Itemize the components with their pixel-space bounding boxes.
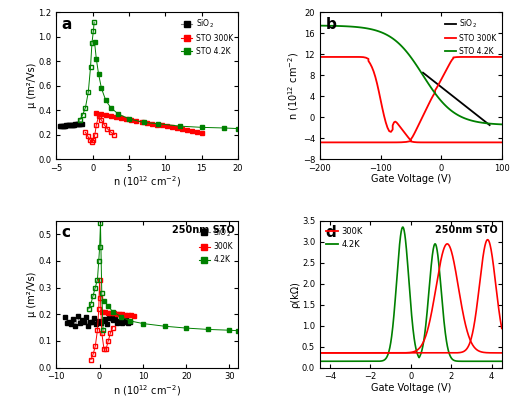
X-axis label: Gate Voltage (V): Gate Voltage (V) [371,174,451,185]
Legend: SiO$_2$, 300K, 4.2K: SiO$_2$, 300K, 4.2K [197,225,234,266]
Y-axis label: ρ(kΩ): ρ(kΩ) [290,281,301,308]
X-axis label: n (10$^{12}$ cm$^{-2}$): n (10$^{12}$ cm$^{-2}$) [113,383,181,398]
Legend: SiO$_2$, STO 300K, STO 4.2K: SiO$_2$, STO 300K, STO 4.2K [180,16,234,57]
Legend: 300K, 4.2K: 300K, 4.2K [324,225,365,250]
Text: b: b [326,17,336,32]
Y-axis label: n (10$^{12}$ cm$^{-2}$): n (10$^{12}$ cm$^{-2}$) [287,52,302,120]
Y-axis label: μ (m²/Vs): μ (m²/Vs) [27,63,37,109]
X-axis label: Gate Voltage (V): Gate Voltage (V) [371,383,451,393]
Legend: SiO$_2$, STO 300K, STO 4.2K: SiO$_2$, STO 300K, STO 4.2K [443,16,498,57]
Text: 250nm STO: 250nm STO [172,225,234,235]
Text: d: d [326,225,336,240]
Text: c: c [62,225,71,240]
Y-axis label: μ (m²/Vs): μ (m²/Vs) [27,271,37,317]
Text: 250nm STO: 250nm STO [435,225,498,235]
X-axis label: n (10$^{12}$ cm$^{-2}$): n (10$^{12}$ cm$^{-2}$) [113,174,181,189]
Text: a: a [62,17,72,32]
